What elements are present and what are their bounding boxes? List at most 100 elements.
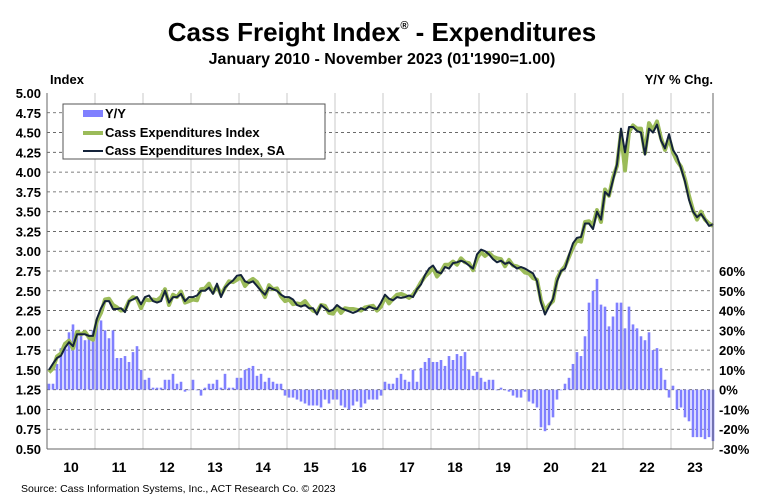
yy-bar: [303, 389, 307, 404]
yy-bar: [255, 375, 259, 390]
yy-bar: [579, 356, 583, 390]
left-tick-label: 1.50: [16, 363, 41, 378]
yy-bar: [231, 387, 235, 390]
yy-bar: [139, 369, 143, 390]
yy-bar: [111, 330, 115, 390]
yy-bar: [119, 358, 123, 390]
yy-bar: [451, 360, 455, 390]
yy-bar: [495, 389, 499, 391]
left-tick-label: 3.00: [16, 244, 41, 259]
yy-bar: [67, 332, 71, 390]
right-tick-label: -20%: [719, 422, 750, 437]
yy-bar: [315, 389, 319, 406]
left-tick-label: 4.00: [16, 165, 41, 180]
yy-bar: [263, 381, 267, 390]
yy-bar: [679, 389, 683, 408]
yy-bar: [131, 352, 135, 390]
axes: 5.00 4.75 4.50 4.25 4.00 3.75 3.50 3.25 3.00 2.75…: [16, 86, 750, 475]
yy-bar: [447, 356, 451, 390]
yy-bar: [567, 377, 571, 390]
yy-bar: [671, 385, 675, 390]
yy-bar: [51, 383, 55, 390]
yy-bar: [571, 363, 575, 390]
left-tick-label: 2.50: [16, 284, 41, 299]
yy-bar: [103, 330, 107, 390]
x-tick-label: 16: [351, 459, 367, 475]
yy-bar: [691, 389, 695, 438]
yy-bar: [335, 389, 339, 400]
yy-bar: [395, 377, 399, 390]
left-axis-label: Index: [50, 72, 85, 87]
left-tick-label: 5.00: [16, 86, 41, 101]
yy-bar: [307, 389, 311, 406]
yy-bar: [607, 326, 611, 390]
x-tick-label: 22: [639, 459, 655, 475]
yy-bar: [699, 389, 703, 438]
yy-bar: [47, 383, 51, 390]
legend-label-nsa: Cass Expenditures Index: [105, 125, 260, 140]
yy-bar: [135, 346, 139, 390]
yy-bar: [659, 367, 663, 390]
yy-bar: [367, 389, 371, 400]
yy-bar: [595, 278, 599, 390]
yy-bar: [115, 358, 119, 390]
yy-bar: [155, 387, 159, 390]
yy-bar: [223, 373, 227, 390]
yy-bar: [215, 379, 219, 390]
yy-bar: [463, 352, 467, 390]
yy-bar: [587, 302, 591, 390]
yy-bar: [375, 389, 379, 400]
yy-bar: [531, 389, 535, 404]
yy-bar: [627, 306, 631, 390]
yy-bar: [259, 373, 263, 390]
yy-bar: [175, 383, 179, 390]
left-tick-label: 0.75: [16, 422, 41, 437]
left-tick-label: 4.75: [16, 106, 41, 121]
left-tick-label: 1.25: [16, 383, 41, 398]
right-tick-label: -30%: [719, 442, 750, 457]
yy-bar: [503, 389, 507, 391]
x-tick-label: 18: [447, 459, 463, 475]
x-tick-label: 17: [399, 459, 415, 475]
yy-bar: [235, 377, 239, 390]
yy-bar: [355, 389, 359, 402]
yy-bars: [47, 278, 715, 442]
right-tick-label: 30%: [719, 323, 745, 338]
x-tick-label: 14: [255, 459, 271, 475]
yy-bar: [123, 356, 127, 390]
yy-bar: [407, 381, 411, 390]
left-tick-label: 2.75: [16, 264, 41, 279]
yy-bar: [655, 348, 659, 390]
yy-bar: [479, 377, 483, 390]
yy-bar: [171, 373, 175, 390]
yy-bar: [515, 389, 519, 398]
left-tick-label: 0.50: [16, 442, 41, 457]
yy-bar: [511, 389, 515, 396]
yy-bar: [319, 389, 323, 408]
yy-bar: [271, 381, 275, 390]
right-tick-label: 40%: [719, 304, 745, 319]
sa-line: [48, 123, 714, 371]
yy-bar: [459, 356, 463, 390]
yy-bar: [295, 389, 299, 400]
yy-bar: [179, 381, 183, 390]
left-tick-label: 3.75: [16, 185, 41, 200]
left-tick-label: 2.25: [16, 304, 41, 319]
yy-bar: [95, 322, 99, 390]
yy-bar: [379, 389, 383, 396]
yy-bar: [523, 389, 527, 392]
yy-bar: [391, 383, 395, 390]
right-tick-label: 0%: [719, 383, 738, 398]
yy-bar: [331, 389, 335, 400]
yy-bar: [147, 377, 151, 390]
yy-bar: [487, 379, 491, 390]
yy-bar: [443, 365, 447, 390]
chart-title: Cass Freight Index® - Expenditures: [168, 17, 597, 47]
yy-bar: [499, 387, 503, 390]
yy-bar: [55, 363, 59, 390]
left-tick-label: 3.25: [16, 224, 41, 239]
yy-bar: [283, 389, 287, 396]
left-tick-label: 3.50: [16, 205, 41, 220]
x-tick-label: 19: [495, 459, 511, 475]
yy-bar: [71, 324, 75, 390]
